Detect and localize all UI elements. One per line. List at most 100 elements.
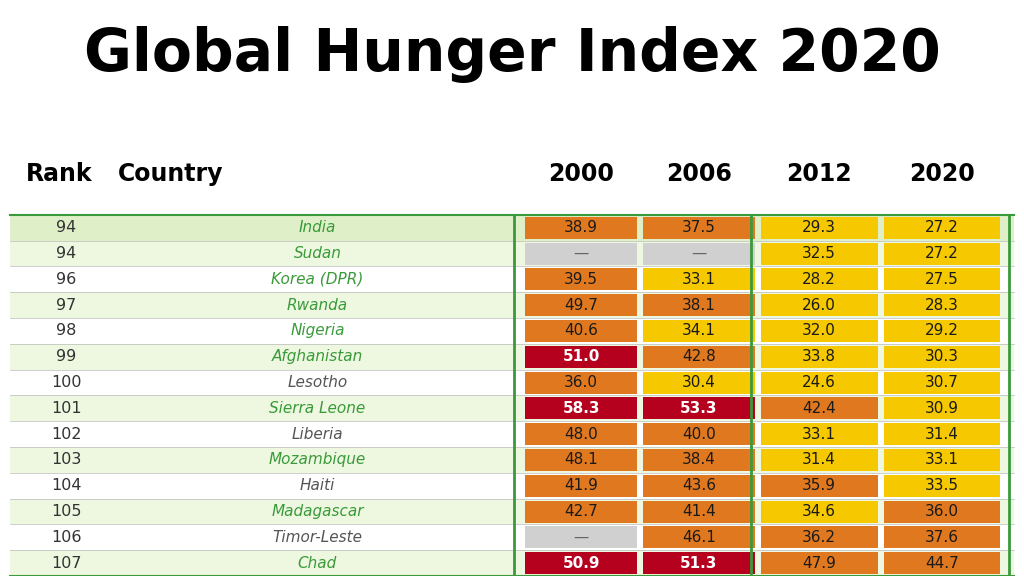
FancyBboxPatch shape: [643, 294, 755, 316]
Text: Lesotho: Lesotho: [288, 375, 347, 390]
Text: 49.7: 49.7: [564, 298, 598, 313]
Text: 28.3: 28.3: [925, 298, 959, 313]
FancyBboxPatch shape: [884, 346, 1000, 367]
Text: 96: 96: [56, 272, 77, 287]
Text: 2012: 2012: [786, 162, 852, 187]
FancyBboxPatch shape: [643, 346, 755, 367]
Text: Korea (DPR): Korea (DPR): [271, 272, 364, 287]
Text: 44.7: 44.7: [926, 556, 958, 571]
FancyBboxPatch shape: [643, 242, 755, 264]
FancyBboxPatch shape: [761, 501, 878, 522]
FancyBboxPatch shape: [525, 320, 637, 342]
FancyBboxPatch shape: [643, 217, 755, 238]
FancyBboxPatch shape: [525, 552, 637, 574]
FancyBboxPatch shape: [643, 449, 755, 471]
FancyBboxPatch shape: [643, 372, 755, 393]
FancyBboxPatch shape: [525, 372, 637, 393]
Text: Timor-Leste: Timor-Leste: [272, 530, 362, 545]
FancyBboxPatch shape: [525, 449, 637, 471]
Text: India: India: [299, 220, 336, 235]
Text: 58.3: 58.3: [562, 401, 600, 416]
Text: 41.9: 41.9: [564, 478, 598, 493]
Text: 40.0: 40.0: [682, 427, 716, 442]
FancyBboxPatch shape: [525, 294, 637, 316]
Text: 42.8: 42.8: [682, 349, 716, 364]
Text: 48.1: 48.1: [564, 452, 598, 467]
Text: Country: Country: [118, 162, 223, 187]
Text: 50.9: 50.9: [562, 556, 600, 571]
FancyBboxPatch shape: [10, 241, 1014, 267]
Text: 31.4: 31.4: [925, 427, 959, 442]
Text: 26.0: 26.0: [802, 298, 837, 313]
Text: Rank: Rank: [26, 162, 92, 187]
FancyBboxPatch shape: [884, 294, 1000, 316]
Text: Rwanda: Rwanda: [287, 298, 348, 313]
Text: 27.5: 27.5: [926, 272, 958, 287]
FancyBboxPatch shape: [10, 292, 1014, 318]
FancyBboxPatch shape: [643, 320, 755, 342]
Text: Sierra Leone: Sierra Leone: [269, 401, 366, 416]
Text: 105: 105: [51, 504, 82, 519]
Text: 48.0: 48.0: [564, 427, 598, 442]
FancyBboxPatch shape: [761, 217, 878, 238]
FancyBboxPatch shape: [643, 501, 755, 522]
FancyBboxPatch shape: [10, 344, 1014, 370]
Text: 38.9: 38.9: [564, 220, 598, 235]
Text: 24.6: 24.6: [802, 375, 837, 390]
FancyBboxPatch shape: [643, 526, 755, 548]
Text: 29.3: 29.3: [802, 220, 837, 235]
FancyBboxPatch shape: [643, 397, 755, 419]
Text: Global Hunger Index 2020: Global Hunger Index 2020: [84, 26, 940, 83]
Text: 31.4: 31.4: [802, 452, 837, 467]
FancyBboxPatch shape: [10, 550, 1014, 576]
FancyBboxPatch shape: [525, 526, 637, 548]
FancyBboxPatch shape: [10, 370, 1014, 396]
Text: 33.1: 33.1: [925, 452, 959, 467]
FancyBboxPatch shape: [761, 526, 878, 548]
Text: 33.1: 33.1: [682, 272, 716, 287]
Text: 32.5: 32.5: [802, 246, 837, 261]
FancyBboxPatch shape: [884, 397, 1000, 419]
Text: 37.5: 37.5: [682, 220, 716, 235]
FancyBboxPatch shape: [525, 397, 637, 419]
Text: Liberia: Liberia: [292, 427, 343, 442]
FancyBboxPatch shape: [10, 473, 1014, 499]
Text: 94: 94: [56, 220, 77, 235]
Text: 36.0: 36.0: [564, 375, 598, 390]
Text: 107: 107: [51, 556, 82, 571]
Text: 30.9: 30.9: [925, 401, 959, 416]
FancyBboxPatch shape: [884, 552, 1000, 574]
FancyBboxPatch shape: [10, 267, 1014, 292]
Text: 104: 104: [51, 478, 82, 493]
Text: Mozambique: Mozambique: [269, 452, 366, 467]
Text: 28.2: 28.2: [803, 272, 836, 287]
Text: 27.2: 27.2: [926, 220, 958, 235]
Text: —: —: [691, 246, 707, 261]
FancyBboxPatch shape: [10, 215, 1014, 241]
Text: 99: 99: [56, 349, 77, 364]
Text: 33.5: 33.5: [925, 478, 959, 493]
Text: 2006: 2006: [666, 162, 732, 187]
Text: 98: 98: [56, 324, 77, 339]
FancyBboxPatch shape: [761, 268, 878, 290]
FancyBboxPatch shape: [525, 501, 637, 522]
FancyBboxPatch shape: [525, 217, 637, 238]
Text: 33.1: 33.1: [802, 427, 837, 442]
FancyBboxPatch shape: [884, 217, 1000, 238]
Text: 46.1: 46.1: [682, 530, 716, 545]
FancyBboxPatch shape: [10, 524, 1014, 550]
Text: 33.8: 33.8: [802, 349, 837, 364]
FancyBboxPatch shape: [884, 320, 1000, 342]
Text: 2020: 2020: [909, 162, 975, 187]
FancyBboxPatch shape: [884, 501, 1000, 522]
Text: 53.3: 53.3: [680, 401, 718, 416]
FancyBboxPatch shape: [643, 423, 755, 445]
Text: 42.7: 42.7: [564, 504, 598, 519]
Text: 100: 100: [51, 375, 82, 390]
Text: 103: 103: [51, 452, 82, 467]
FancyBboxPatch shape: [10, 318, 1014, 344]
FancyBboxPatch shape: [761, 372, 878, 393]
Text: Madagascar: Madagascar: [271, 504, 364, 519]
FancyBboxPatch shape: [761, 475, 878, 497]
FancyBboxPatch shape: [761, 242, 878, 264]
